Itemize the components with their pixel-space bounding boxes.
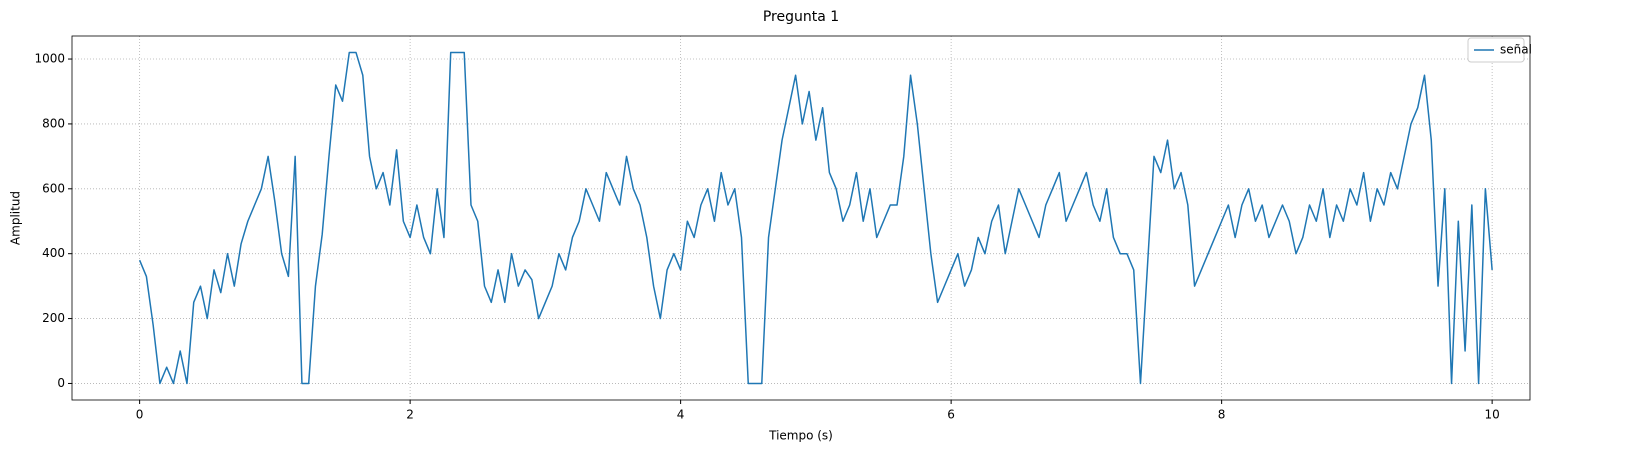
x-tick-label: 4 <box>677 408 685 422</box>
y-tick-label: 400 <box>42 246 65 260</box>
legend-label: señal <box>1500 43 1532 57</box>
chart-title: Pregunta 1 <box>763 9 839 25</box>
x-tick-label: 10 <box>1484 408 1499 422</box>
y-tick-label: 1000 <box>34 52 65 66</box>
y-axis-label: Amplitud <box>9 191 23 245</box>
x-tick-label: 0 <box>136 408 144 422</box>
legend-box <box>1467 37 1525 63</box>
y-tick-label: 0 <box>57 376 65 390</box>
y-tick-label: 600 <box>42 181 65 195</box>
y-tick-label: 800 <box>42 116 65 130</box>
x-tick-label: 2 <box>406 408 414 422</box>
y-tick-label: 200 <box>42 311 65 325</box>
plot-frame <box>71 35 1531 401</box>
x-tick-label: 6 <box>947 408 955 422</box>
x-axis-label: Tiempo (s) <box>768 429 833 443</box>
data-line <box>138 51 1493 385</box>
legend: señal <box>1467 37 1532 63</box>
x-tick-label: 8 <box>1218 408 1226 422</box>
